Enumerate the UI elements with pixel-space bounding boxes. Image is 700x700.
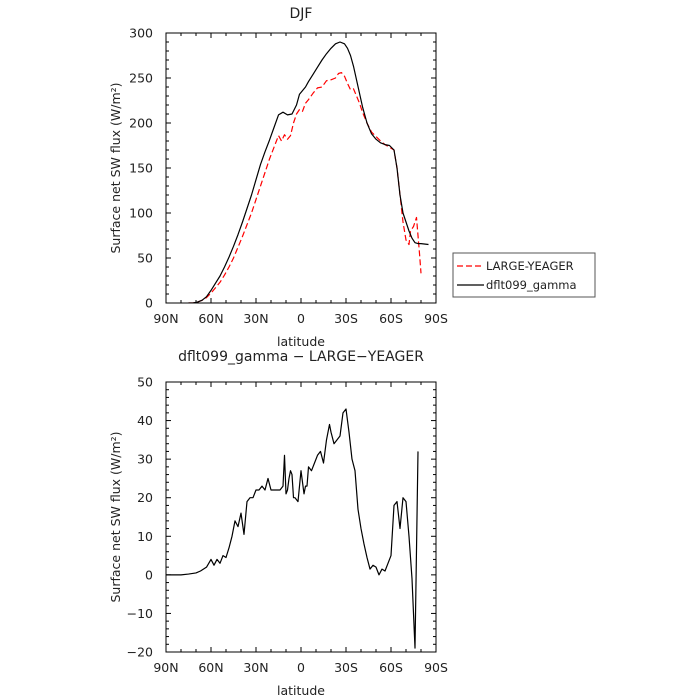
x-ticks-1: 90N 60N 30N 0 30S 60S 90S bbox=[153, 33, 448, 326]
x-tick-label: 90N bbox=[153, 311, 178, 326]
chart-panel-2: dflt099_gamma − LARGE−YEAGER 90N 60N 30N 0 3… bbox=[108, 349, 448, 698]
y-ticks-1: 0 50 100 150 200 250 300 bbox=[129, 26, 436, 311]
y-tick-label: 50 bbox=[137, 375, 153, 390]
series-line-difference bbox=[166, 408, 419, 649]
series-group-1 bbox=[188, 41, 429, 303]
x-tick-label: 90S bbox=[424, 660, 448, 675]
y-tick-label: 40 bbox=[137, 413, 153, 428]
legend-box bbox=[452, 252, 596, 298]
x-tick-label: 60N bbox=[198, 311, 223, 326]
series-line-dflt099-gamma bbox=[188, 41, 429, 303]
y-tick-label: −10 bbox=[127, 606, 153, 621]
legend-label-dflt099-gamma: dflt099_gamma bbox=[486, 278, 577, 292]
x-tick-label: 30S bbox=[334, 311, 358, 326]
plot-area-2 bbox=[165, 381, 437, 653]
chart-panel-1: DJF 90N 60N 30N 0 30S 60S 90S 0 50 100 150 200 250 3… bbox=[108, 6, 596, 349]
y-tick-label: 0 bbox=[145, 567, 153, 582]
x-tick-label: 30N bbox=[243, 311, 268, 326]
y-tick-label: 50 bbox=[137, 251, 153, 266]
plot-frame-1 bbox=[165, 32, 437, 304]
x-tick-label: 90S bbox=[424, 311, 448, 326]
y-tick-label: 100 bbox=[129, 206, 153, 221]
y-axis-label-2: Surface net SW flux (W/m²) bbox=[108, 431, 123, 602]
x-tick-label: 90N bbox=[153, 660, 178, 675]
y-ticks-2: −20 −10 0 10 20 30 40 50 bbox=[127, 375, 436, 660]
x-tick-label: 60S bbox=[379, 660, 403, 675]
chart-title-2: dflt099_gamma − LARGE−YEAGER bbox=[178, 349, 424, 365]
x-tick-label: 60N bbox=[198, 660, 223, 675]
x-tick-label: 0 bbox=[297, 660, 305, 675]
legend: LARGE-YEAGER dflt099_gamma bbox=[452, 252, 596, 298]
y-tick-label: 10 bbox=[137, 529, 153, 544]
x-tick-label: 30N bbox=[243, 660, 268, 675]
plot-frame-2 bbox=[165, 381, 437, 653]
x-axis-label-2: latitude bbox=[277, 683, 325, 698]
y-tick-label: 150 bbox=[129, 161, 153, 176]
x-tick-label: 60S bbox=[379, 311, 403, 326]
y-tick-label: 200 bbox=[129, 116, 153, 131]
y-tick-label: 30 bbox=[137, 452, 153, 467]
y-tick-label: −20 bbox=[127, 645, 153, 660]
chart-title-1: DJF bbox=[290, 6, 313, 22]
x-axis-label-1: latitude bbox=[277, 334, 325, 349]
y-tick-label: 0 bbox=[145, 296, 153, 311]
x-ticks-2: 90N 60N 30N 0 30S 60S 90S bbox=[153, 382, 448, 675]
legend-label-large-yeager: LARGE-YEAGER bbox=[486, 259, 574, 273]
x-tick-label: 0 bbox=[297, 311, 305, 326]
y-tick-label: 250 bbox=[129, 71, 153, 86]
series-group-2 bbox=[166, 408, 419, 649]
plot-area-1 bbox=[165, 32, 437, 304]
y-tick-label: 300 bbox=[129, 26, 153, 41]
x-tick-label: 30S bbox=[334, 660, 358, 675]
y-axis-label-1: Surface net SW flux (W/m²) bbox=[108, 82, 123, 253]
y-tick-label: 20 bbox=[137, 490, 153, 505]
